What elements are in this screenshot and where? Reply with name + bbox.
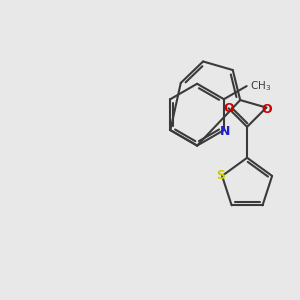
Text: S: S [216,169,225,182]
Text: O: O [261,103,272,116]
Text: CH$_3$: CH$_3$ [250,79,272,93]
Text: O: O [223,102,234,115]
Text: N: N [220,125,230,138]
